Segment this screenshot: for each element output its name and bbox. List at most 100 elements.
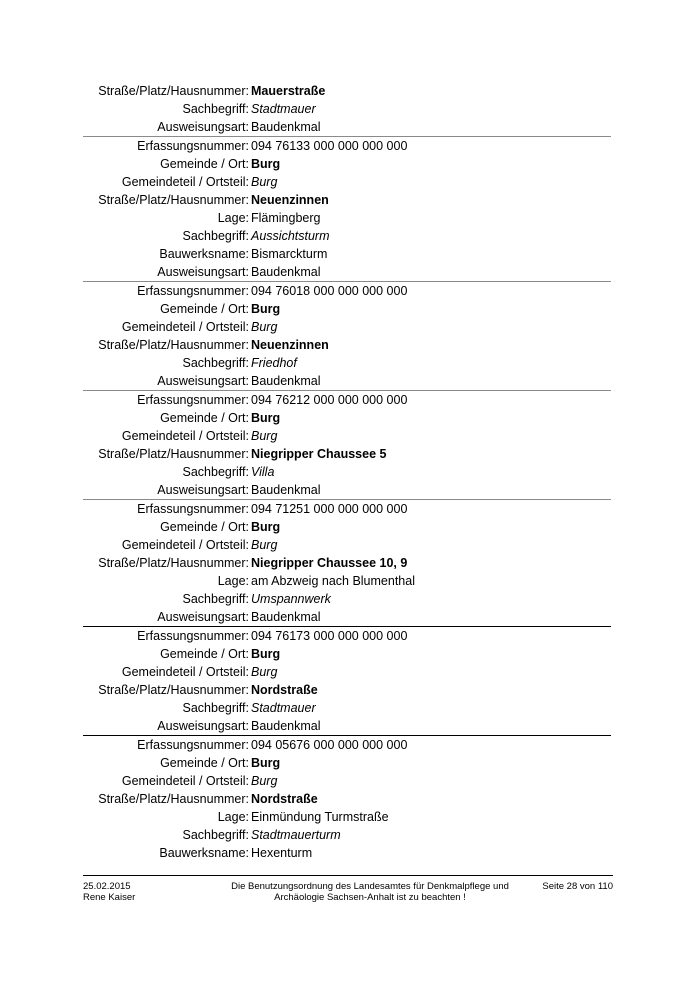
field-value: Stadtmauerturm xyxy=(251,828,341,842)
field-value: Niegripper Chaussee 10, 9 xyxy=(251,556,408,570)
field-label: Straße/Platz/Hausnummer: xyxy=(98,447,249,461)
record-field-row: Gemeinde / Ort: Burg xyxy=(83,645,611,663)
field-label: Sachbegriff: xyxy=(182,356,249,370)
record-field-row: Gemeinde / Ort: Burg xyxy=(83,155,611,173)
record-field-row: Gemeindeteil / Ortsteil: Burg xyxy=(83,173,611,191)
monument-record: Erfassungsnummer: 094 05676 000 000 000 0… xyxy=(83,736,611,862)
field-value: 094 76018 000 000 000 000 xyxy=(251,284,408,298)
monument-record: Erfassungsnummer: 094 76173 000 000 000 0… xyxy=(83,627,611,736)
record-field-row: Straße/Platz/Hausnummer: Mauerstraße xyxy=(83,82,611,100)
record-field-row: Straße/Platz/Hausnummer: Niegripper Chaus… xyxy=(83,445,611,463)
field-value: Burg xyxy=(251,538,278,552)
record-field-row: Straße/Platz/Hausnummer: Neuenzinnen xyxy=(83,336,611,354)
record-field-row: Erfassungsnummer: 094 76173 000 000 000 0… xyxy=(83,627,611,645)
field-value: Mauerstraße xyxy=(251,84,326,98)
field-value: Baudenkmal xyxy=(251,374,321,388)
field-label: Sachbegriff: xyxy=(182,229,249,243)
record-field-row: Gemeinde / Ort: Burg xyxy=(83,409,611,427)
record-field-row: Sachbegriff: Aussichtsturm xyxy=(83,227,611,245)
field-value: 094 76212 000 000 000 000 xyxy=(251,393,408,407)
record-field-row: Ausweisungsart: Baudenkmal xyxy=(83,372,611,390)
field-value: Aussichtsturm xyxy=(251,229,330,243)
record-field-row: Erfassungsnummer: 094 76212 000 000 000 0… xyxy=(83,391,611,409)
record-field-row: Ausweisungsart: Baudenkmal xyxy=(83,263,611,281)
field-value: Burg xyxy=(251,520,281,534)
record-field-row: Lage: Flämingberg xyxy=(83,209,611,227)
field-label: Straße/Platz/Hausnummer: xyxy=(98,193,249,207)
field-value: Umspannwerk xyxy=(251,592,331,606)
record-field-row: Sachbegriff: Stadtmauer xyxy=(83,699,611,717)
record-field-row: Sachbegriff: Villa xyxy=(83,463,611,481)
field-value: Burg xyxy=(251,302,281,316)
record-field-row: Ausweisungsart: Baudenkmal xyxy=(83,118,611,136)
field-value: Burg xyxy=(251,774,278,788)
field-value: Burg xyxy=(251,665,278,679)
field-label: Gemeindeteil / Ortsteil: xyxy=(121,175,249,189)
field-label: Straße/Platz/Hausnummer: xyxy=(98,84,249,98)
field-value: Einmündung Turmstraße xyxy=(251,810,389,824)
field-value: Burg xyxy=(251,647,281,661)
record-field-row: Ausweisungsart: Baudenkmal xyxy=(83,717,611,735)
field-value: 094 76133 000 000 000 000 xyxy=(251,139,408,153)
field-value: Baudenkmal xyxy=(251,483,321,497)
field-label: Sachbegriff: xyxy=(182,701,249,715)
record-field-row: Ausweisungsart: Baudenkmal xyxy=(83,608,611,626)
field-label: Gemeindeteil / Ortsteil: xyxy=(121,665,249,679)
field-value: Nordstraße xyxy=(251,792,318,806)
record-field-row: Erfassungsnummer: 094 05676 000 000 000 0… xyxy=(83,736,611,754)
record-field-row: Straße/Platz/Hausnummer: Nordstraße xyxy=(83,790,611,808)
field-label: Sachbegriff: xyxy=(182,102,249,116)
footer-notice-line-1: Die Benutzungsordnung des Landesamtes fü… xyxy=(231,881,509,892)
footer-author: Rene Kaiser xyxy=(83,892,136,903)
field-label: Straße/Platz/Hausnummer: xyxy=(98,338,249,352)
field-value: Flämingberg xyxy=(251,211,321,225)
field-label: Ausweisungsart: xyxy=(157,374,249,388)
record-field-row: Lage: am Abzweig nach Blumenthal xyxy=(83,572,611,590)
field-label: Erfassungsnummer: xyxy=(137,738,249,752)
field-value: Baudenkmal xyxy=(251,120,321,134)
record-field-row: Gemeinde / Ort: Burg xyxy=(83,518,611,536)
field-label: Erfassungsnummer: xyxy=(137,284,249,298)
field-value: Baudenkmal xyxy=(251,265,321,279)
record-field-row: Erfassungsnummer: 094 76018 000 000 000 0… xyxy=(83,282,611,300)
record-field-row: Sachbegriff: Friedhof xyxy=(83,354,611,372)
field-label: Ausweisungsart: xyxy=(157,265,249,279)
field-label: Gemeinde / Ort: xyxy=(160,411,249,425)
field-label: Lage: xyxy=(217,574,249,588)
field-label: Ausweisungsart: xyxy=(157,120,249,134)
footer-divider xyxy=(83,875,613,876)
record-field-row: Gemeindeteil / Ortsteil: Burg xyxy=(83,663,611,681)
field-label: Lage: xyxy=(217,810,249,824)
footer-notice-line-2: Archäologie Sachsen-Anhalt ist zu beacht… xyxy=(274,892,466,903)
field-value: 094 71251 000 000 000 000 xyxy=(251,502,408,516)
field-label: Erfassungsnummer: xyxy=(137,629,249,643)
field-label: Sachbegriff: xyxy=(182,465,249,479)
field-label: Gemeinde / Ort: xyxy=(160,520,249,534)
field-value: Niegripper Chaussee 5 xyxy=(251,447,387,461)
field-value: am Abzweig nach Blumenthal xyxy=(251,574,415,588)
record-field-row: Gemeinde / Ort: Burg xyxy=(83,300,611,318)
monument-record: Straße/Platz/Hausnummer: Mauerstraße Sachb… xyxy=(83,82,611,137)
record-field-row: Bauwerksname: Hexenturm xyxy=(83,844,611,862)
field-value: Stadtmauer xyxy=(251,701,316,715)
field-value: Burg xyxy=(251,429,278,443)
field-label: Gemeinde / Ort: xyxy=(160,302,249,316)
field-value: Stadtmauer xyxy=(251,102,316,116)
field-value: Burg xyxy=(251,175,278,189)
record-field-row: Erfassungsnummer: 094 76133 000 000 000 0… xyxy=(83,137,611,155)
record-field-row: Gemeindeteil / Ortsteil: Burg xyxy=(83,772,611,790)
record-field-row: Sachbegriff: Stadtmauerturm xyxy=(83,826,611,844)
field-label: Gemeindeteil / Ortsteil: xyxy=(121,320,249,334)
field-label: Erfassungsnummer: xyxy=(137,139,249,153)
field-value: 094 05676 000 000 000 000 xyxy=(251,738,408,752)
record-field-row: Gemeindeteil / Ortsteil: Burg xyxy=(83,536,611,554)
field-value: Neuenzinnen xyxy=(251,338,329,352)
record-field-row: Sachbegriff: Stadtmauer xyxy=(83,100,611,118)
field-label: Ausweisungsart: xyxy=(157,719,249,733)
field-label: Lage: xyxy=(217,211,249,225)
monument-record: Erfassungsnummer: 094 76212 000 000 000 0… xyxy=(83,391,611,500)
record-field-row: Gemeindeteil / Ortsteil: Burg xyxy=(83,427,611,445)
footer-notice: Die Benutzungsordnung des Landesamtes fü… xyxy=(205,881,535,903)
footer-meta: 25.02.2015 Rene Kaiser xyxy=(83,881,135,903)
field-value: Burg xyxy=(251,411,281,425)
